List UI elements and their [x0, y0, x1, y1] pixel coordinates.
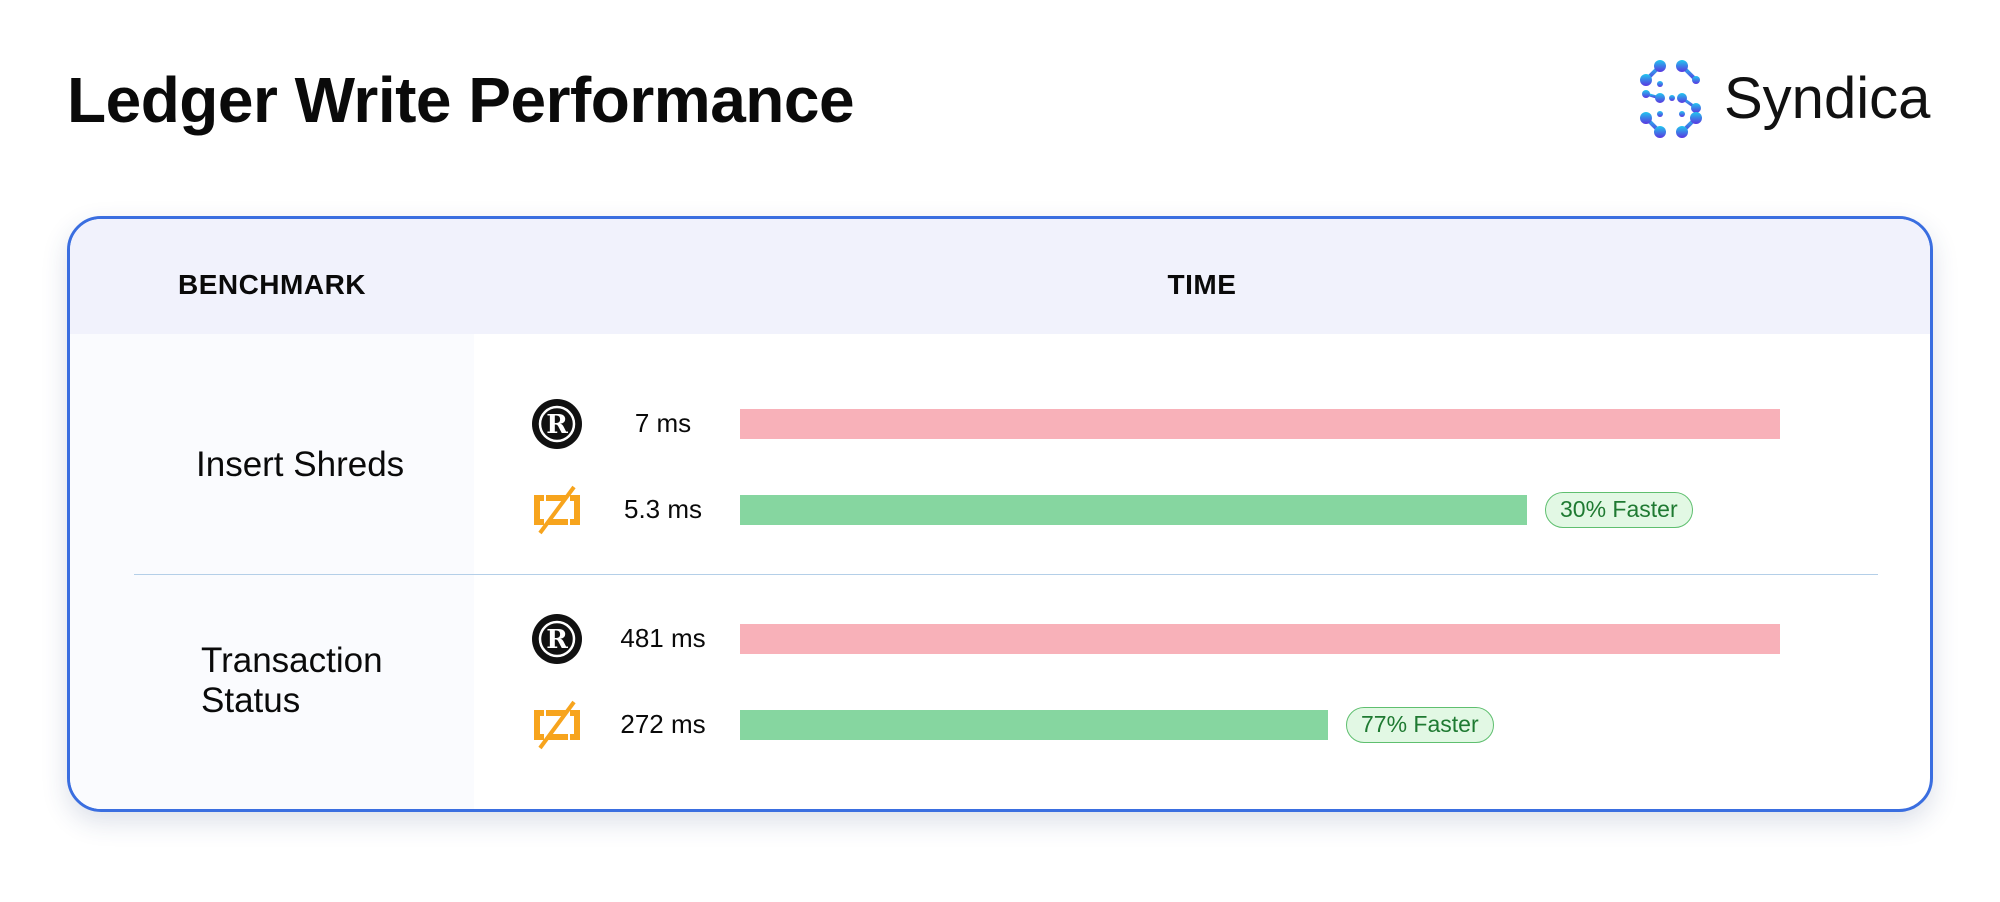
row-divider — [134, 574, 1878, 575]
page-title: Ledger Write Performance — [67, 64, 855, 136]
rust-bar — [740, 409, 1780, 439]
benchmark-column — [70, 334, 474, 809]
speedup-badge: 77% Faster — [1346, 707, 1494, 743]
rust-bar — [740, 624, 1780, 654]
rust-logo-icon: R — [532, 614, 582, 664]
svg-text:R: R — [546, 410, 568, 440]
table-header: BENCHMARK TIME — [70, 219, 1930, 334]
brand-logo: Syndica — [1636, 56, 1936, 140]
rust-logo-icon: R — [532, 399, 582, 449]
column-header-benchmark: BENCHMARK — [177, 269, 367, 300]
time-value: 5.3 ms — [623, 494, 703, 524]
syndica-logo-icon — [1640, 60, 1702, 138]
zig-logo-icon — [534, 700, 580, 750]
time-value: 7 ms — [634, 408, 692, 438]
zig-bar — [740, 710, 1328, 740]
speedup-badge: 30% Faster — [1545, 492, 1693, 528]
zig-bar — [740, 495, 1527, 525]
brand-name: Syndica — [1724, 66, 1931, 131]
svg-text:R: R — [546, 625, 568, 655]
benchmark-label: Insert Shreds — [196, 445, 405, 484]
time-value: 481 ms — [620, 623, 706, 653]
column-header-time: TIME — [1167, 269, 1237, 300]
benchmark-label: Transaction Status — [201, 641, 383, 720]
time-value: 272 ms — [620, 709, 706, 739]
zig-logo-icon — [534, 485, 580, 535]
benchmark-card: BENCHMARK TIME Insert Shreds Transaction… — [67, 216, 1933, 812]
